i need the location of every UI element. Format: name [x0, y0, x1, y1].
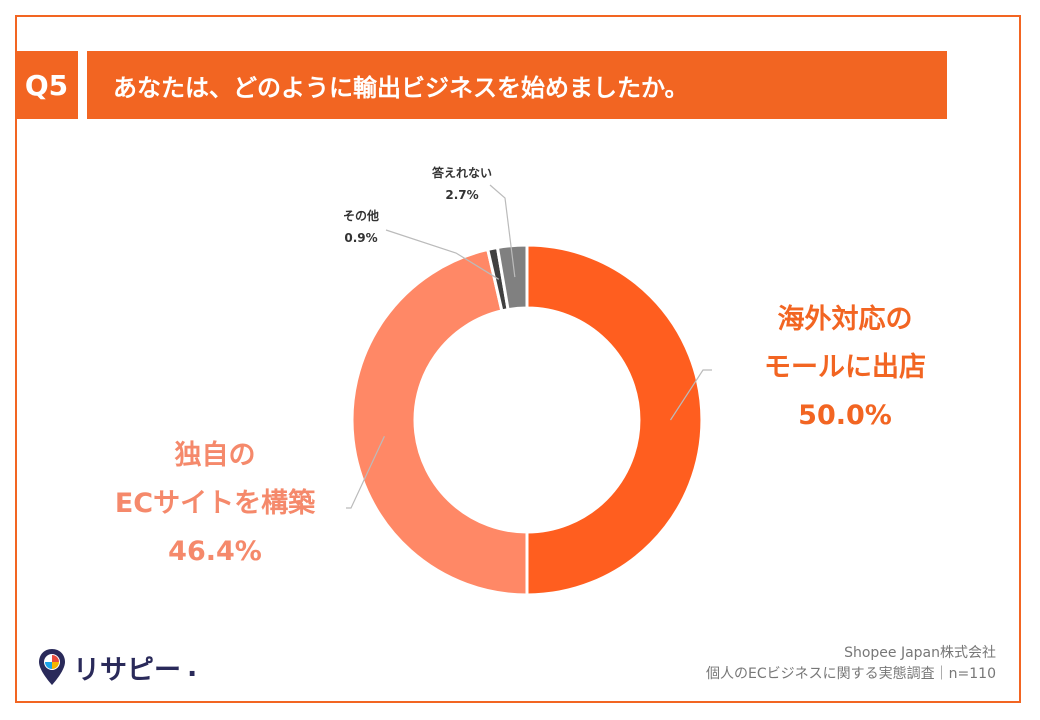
leader-line-other — [385, 229, 500, 280]
slice-mall — [525, 243, 704, 597]
label-other-name: その他 — [342, 209, 379, 223]
label-other: その他 0.9% — [336, 205, 386, 249]
label-other-value: 0.9% — [344, 231, 378, 245]
slice-ec-site — [350, 247, 529, 597]
label-no-answer: 答えれない 2.7% — [420, 162, 504, 206]
pin-logo-icon — [39, 649, 65, 685]
source-company: Shopee Japan株式会社 — [844, 645, 996, 661]
logo-dot: . — [187, 651, 198, 683]
slice-no-answer — [495, 243, 529, 312]
leader-line-no-answer — [489, 184, 516, 278]
label-no-answer-name: 答えれない — [431, 166, 492, 180]
question-title: あなたは、どのように輸出ビジネスを始めましたか。 — [87, 51, 947, 119]
label-mall-line2: モールに出店 — [764, 352, 926, 383]
label-mall: 海外対応の モールに出店 50.0% — [735, 296, 955, 440]
label-mall-line1: 海外対応の — [777, 304, 913, 335]
logo-text: リサピー — [73, 654, 181, 686]
source-note: Shopee Japan株式会社 個人のECビジネスに関する実態調査｜n=110 — [706, 643, 996, 685]
label-ec-site: 独自の ECサイトを構築 46.4% — [80, 432, 350, 576]
label-ec-line1: 独自の — [174, 440, 256, 471]
label-ec-value: 46.4% — [168, 536, 262, 567]
label-mall-value: 50.0% — [798, 400, 892, 431]
brand-logo: リサピー . — [37, 647, 197, 687]
leader-line-mall — [669, 369, 712, 421]
label-ec-line2: ECサイトを構築 — [114, 488, 316, 519]
leader-line-ec-site — [346, 435, 385, 509]
source-survey: 個人のECビジネスに関する実態調査｜n=110 — [706, 666, 996, 682]
chart-frame — [15, 15, 1021, 703]
question-number-badge: Q5 — [15, 51, 78, 119]
label-no-answer-value: 2.7% — [445, 188, 479, 202]
